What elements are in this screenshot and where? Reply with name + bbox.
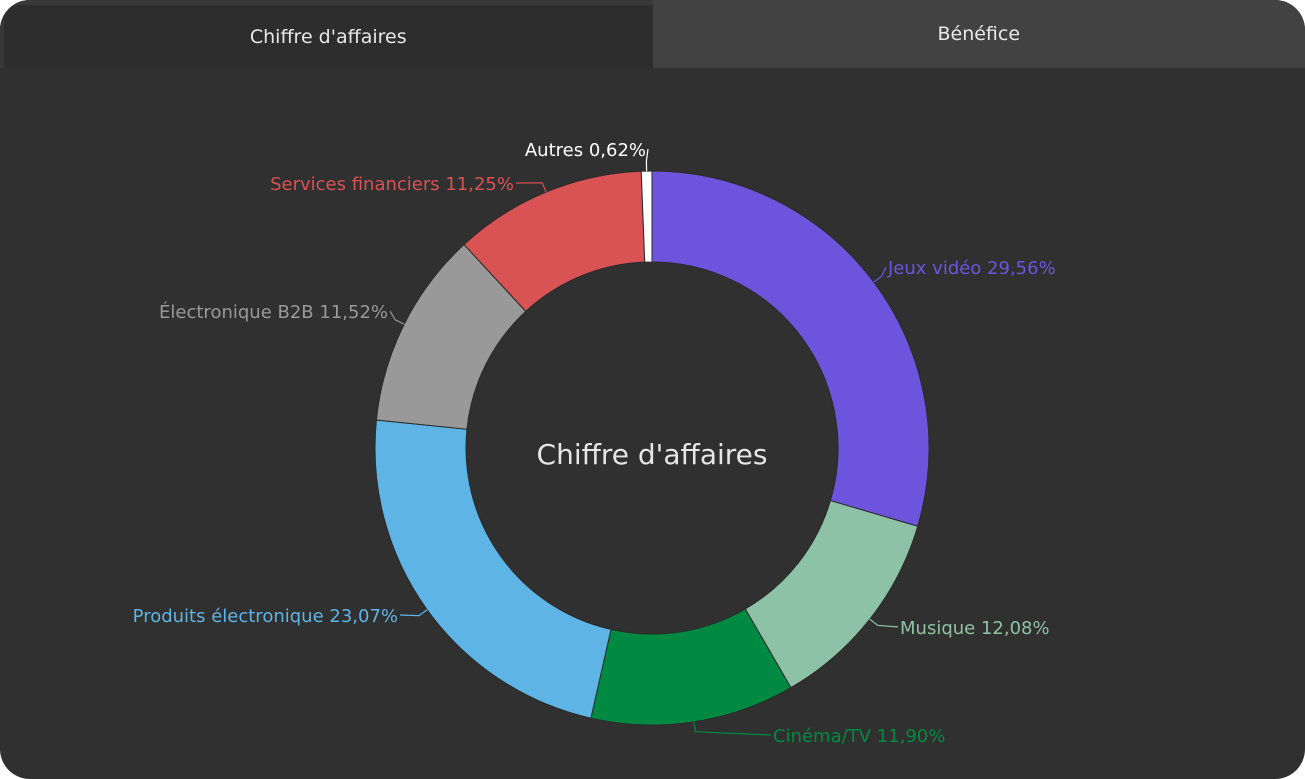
data-label-musique: Musique 12,08% [900, 618, 1050, 639]
data-label-produits-electronique: Produits électronique 23,07% [133, 606, 398, 627]
leader-lines [389, 148, 899, 736]
tab-chiffre-affaires[interactable]: Chiffre d'affaires [0, 0, 653, 68]
data-label-autres: Autres 0,62% [525, 140, 646, 161]
leader-line-cinema-tv [693, 721, 772, 736]
leader-line-jeux-video [873, 266, 887, 283]
slice-labels: Jeux vidéo 29,56% Musique 12,08% Cinéma/TV… [133, 140, 1056, 747]
data-label-electronique-b2b: Électronique B2B 11,52% [159, 301, 388, 323]
slice-jeux-video[interactable] [651, 170, 930, 527]
tab-bar: Chiffre d'affaires Bénéfice [0, 0, 1305, 68]
data-label-services-financiers: Services financiers 11,25% [270, 174, 514, 195]
tab-benefice[interactable]: Bénéfice [652, 0, 1305, 68]
leader-line-produits-electronique [399, 609, 428, 617]
leader-line-electronique-b2b [389, 310, 405, 325]
donut-slices [374, 170, 930, 726]
leader-line-musique [869, 618, 899, 628]
center-label: Chiffre d'affaires [537, 438, 768, 471]
data-label-cinema-tv: Cinéma/TV 11,90% [773, 726, 945, 747]
slice-autres[interactable] [640, 170, 653, 263]
leader-line-autres [645, 148, 649, 172]
slice-produits-electronique[interactable] [374, 419, 612, 719]
data-label-jeux-video: Jeux vidéo 29,56% [887, 258, 1056, 279]
leader-line-services-financiers [515, 182, 547, 193]
